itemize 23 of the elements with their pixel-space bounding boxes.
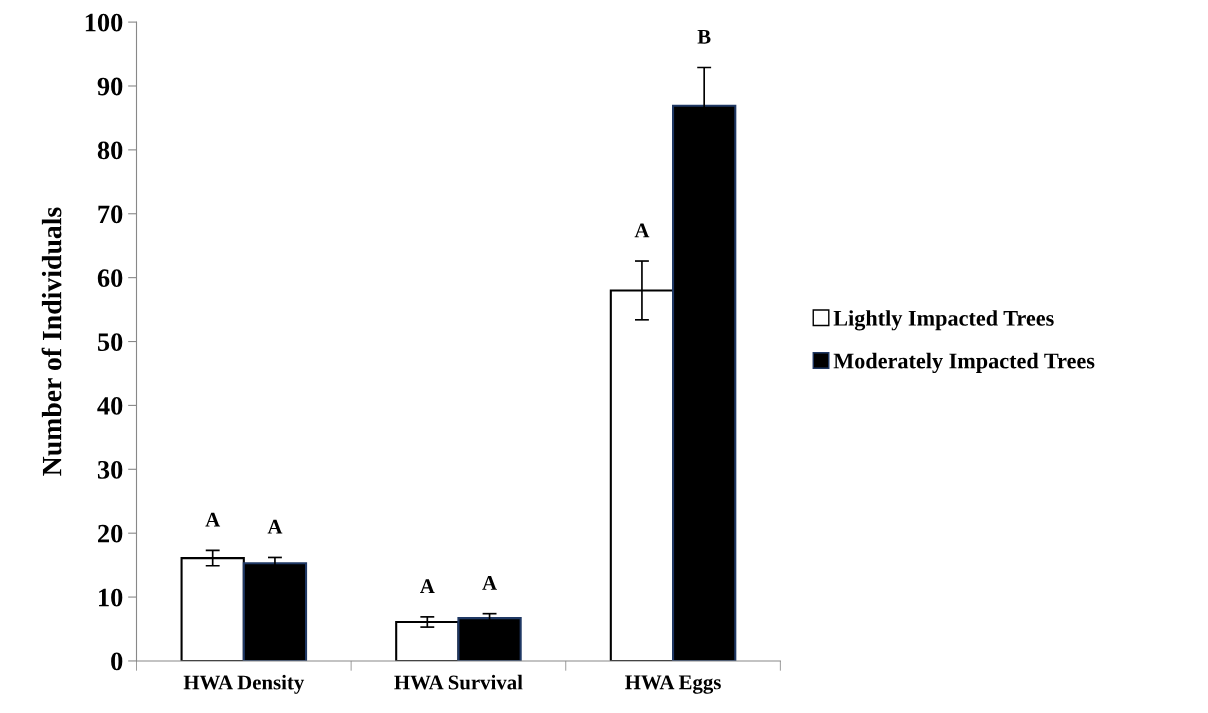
data-label: A	[267, 519, 283, 534]
data-label: A	[634, 223, 650, 238]
y-axis-title: Number of Individuals	[41, 207, 62, 476]
y-tick-label: 90	[97, 77, 123, 96]
legend-label: Lightly Impacted Trees	[833, 310, 1054, 331]
y-tick-label: 0	[111, 652, 123, 671]
y-tick-label: 50	[97, 333, 123, 351]
y-tick-label: 70	[98, 205, 123, 224]
y-tick-label: 80	[97, 141, 123, 160]
legend-label: Moderately Impacted Trees	[833, 352, 1095, 374]
y-tick-label: 100	[85, 13, 123, 32]
x-tick-label: HWA Density	[183, 674, 305, 694]
y-tick-label: 20	[98, 524, 123, 543]
y-tick-label: 40	[97, 397, 123, 415]
x-tick-label: HWA Eggs	[625, 675, 721, 694]
y-tick-label: 30	[97, 460, 123, 479]
data-label: A	[420, 579, 435, 593]
data-label: B	[697, 29, 711, 44]
data-label: A	[205, 512, 221, 527]
y-tick-label: 10	[99, 588, 123, 607]
data-label: A	[482, 576, 497, 590]
x-tick-label: HWA Survival	[394, 674, 523, 690]
y-tick-label: 60	[97, 269, 123, 288]
